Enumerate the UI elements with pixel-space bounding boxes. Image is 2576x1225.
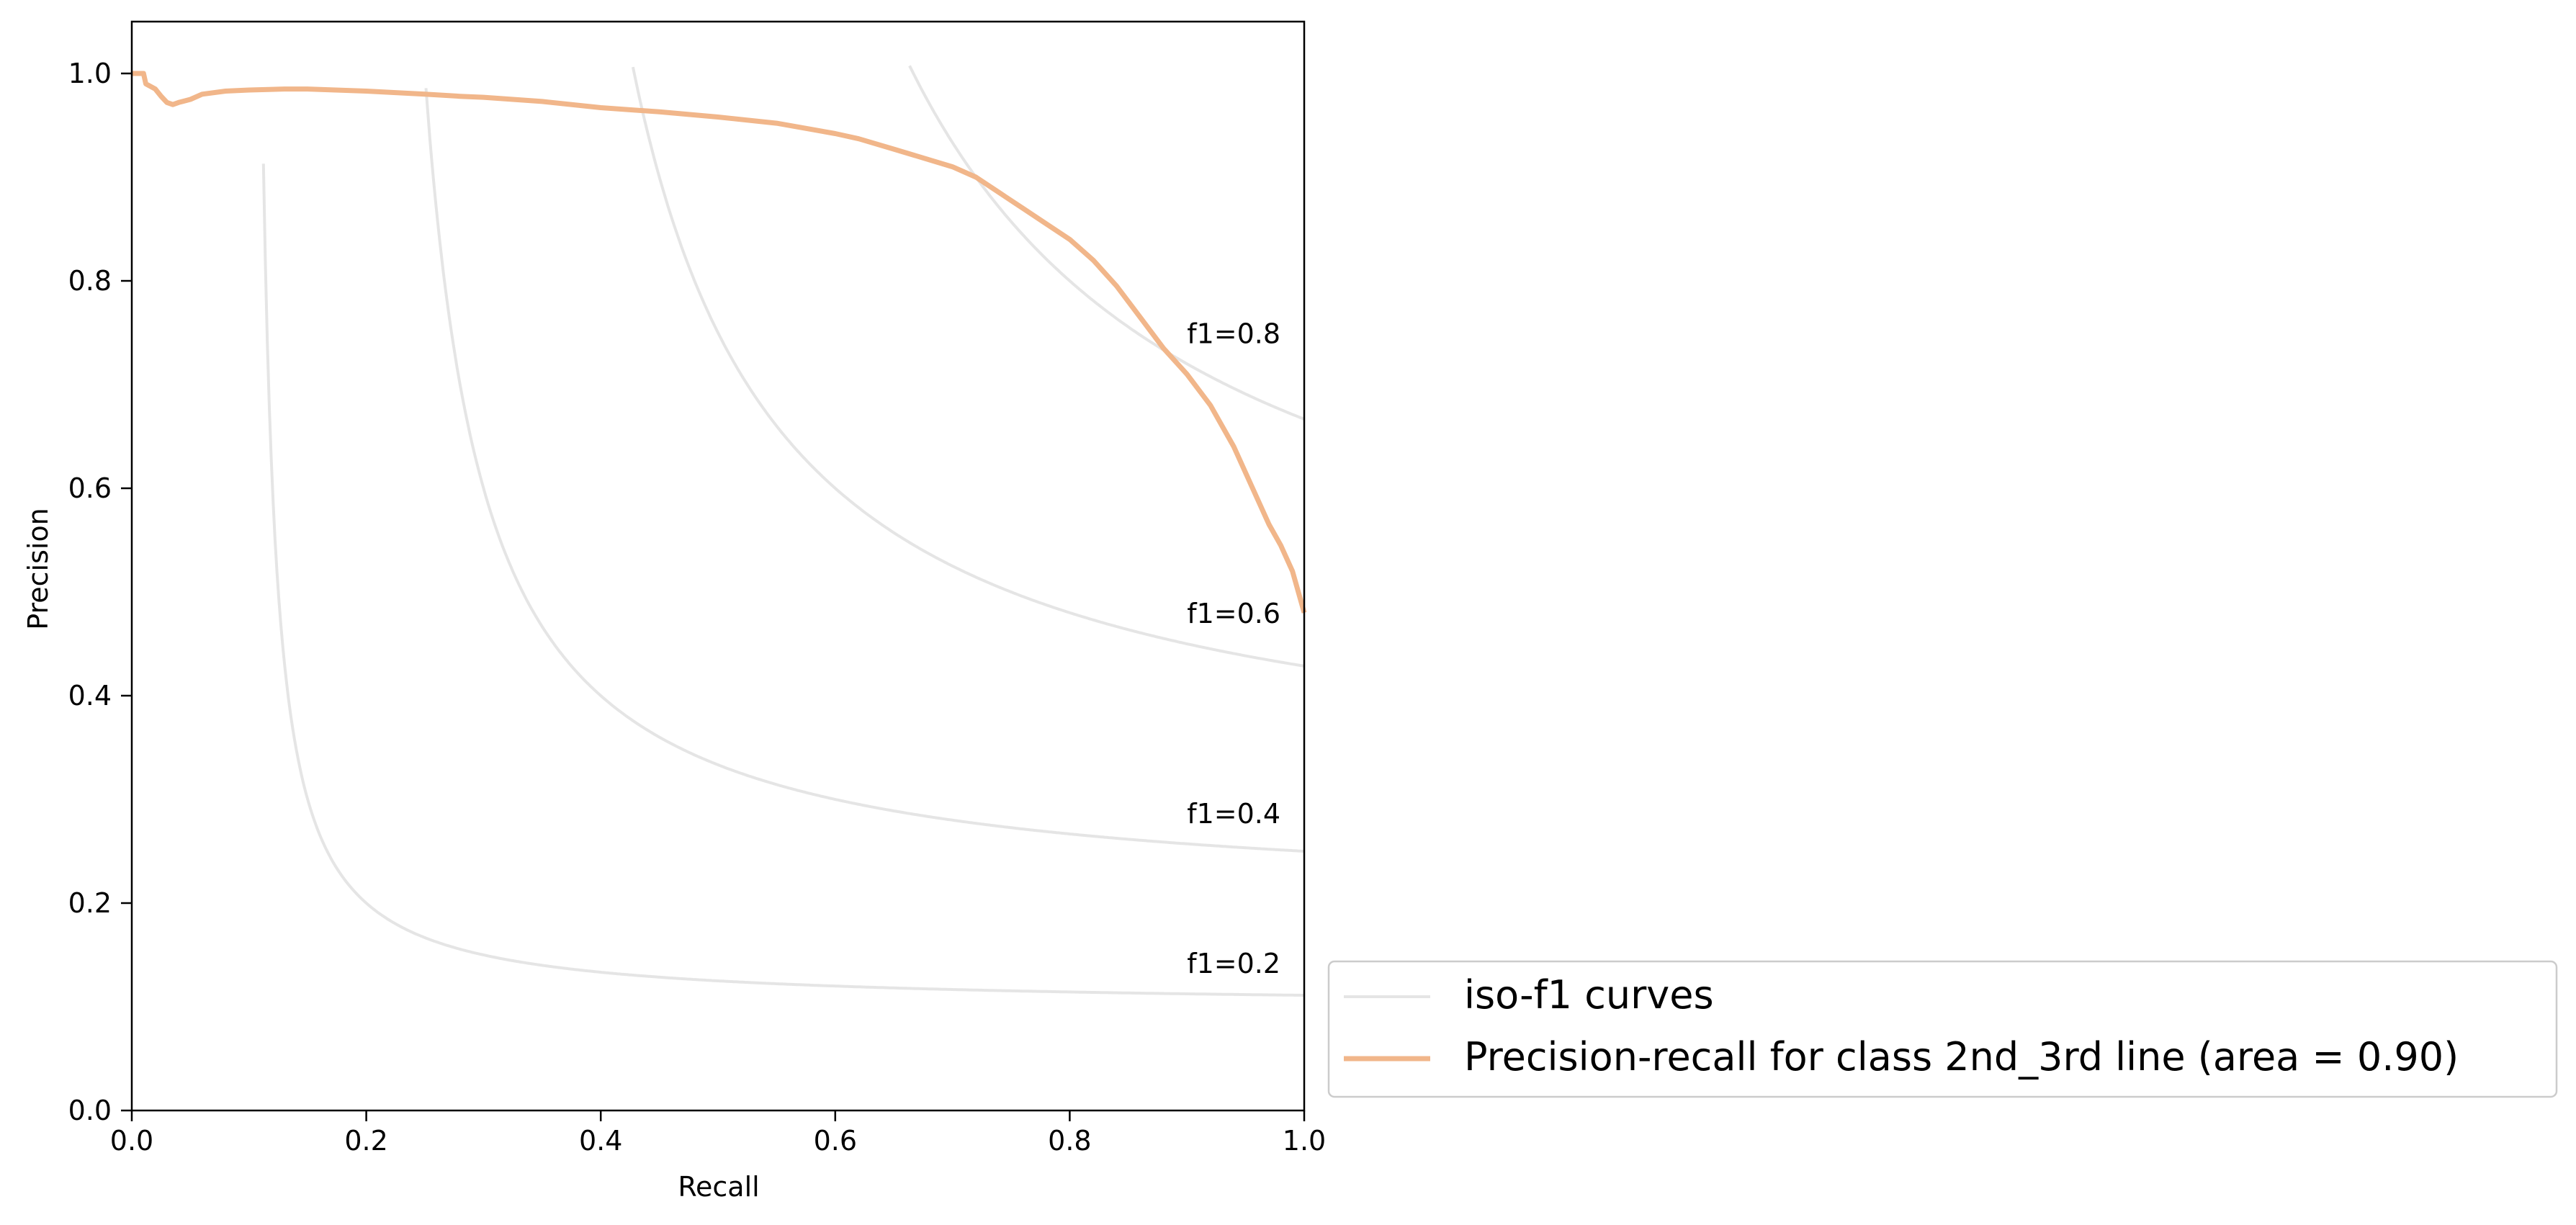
iso-f1-label-0: f1=0.2 — [1187, 948, 1280, 979]
iso-f1-label-2: f1=0.6 — [1187, 598, 1280, 629]
x-tick-label-4: 0.8 — [1048, 1125, 1091, 1157]
plot-area-frame — [130, 20, 1306, 1112]
iso-f1-label-3: f1=0.8 — [1187, 318, 1280, 349]
y-axis-label: Precision — [22, 508, 54, 630]
x-tick-label-0: 0.0 — [110, 1125, 153, 1157]
y-tick-label-2: 0.4 — [68, 680, 112, 712]
legend-entry-series: Precision-recall for class 2nd_3rd line … — [1464, 1034, 2459, 1080]
x-tick-label-1: 0.2 — [344, 1125, 387, 1157]
iso-f1-label-1: f1=0.4 — [1187, 798, 1280, 830]
x-tick-label-5: 1.0 — [1283, 1125, 1326, 1157]
x-tick-label-3: 0.6 — [814, 1125, 857, 1157]
legend-box — [1327, 960, 2558, 1098]
iso-f1-curve-1 — [424, 88, 1305, 853]
x-tick-label-2: 0.4 — [579, 1125, 622, 1157]
series-layer — [132, 71, 1307, 614]
y-tick-label-5: 1.0 — [68, 58, 112, 89]
y-axis: 0.0 0.2 0.4 0.6 0.8 1.0 — [68, 58, 132, 1126]
x-axis: 0.0 0.2 0.4 0.6 0.8 1.0 — [110, 1110, 1326, 1157]
iso-f1-curve-0 — [261, 163, 1304, 997]
iso-f1-layer: f1=0.2 f1=0.4 f1=0.6 f1=0.8 — [261, 65, 1305, 997]
series-line-0 — [132, 71, 1307, 614]
legend-entry-iso-f1: iso-f1 curves — [1464, 972, 1714, 1018]
iso-f1-curve-3 — [908, 65, 1305, 421]
iso-f1-curve-2 — [631, 66, 1305, 668]
y-tick-label-3: 0.6 — [68, 472, 112, 504]
y-tick-label-1: 0.2 — [68, 887, 112, 919]
y-tick-label-0: 0.0 — [68, 1095, 112, 1126]
y-tick-label-4: 0.8 — [68, 265, 112, 297]
legend: iso-f1 curves Precision-recall for class… — [1327, 960, 2558, 1098]
x-axis-label: Recall — [678, 1171, 759, 1203]
